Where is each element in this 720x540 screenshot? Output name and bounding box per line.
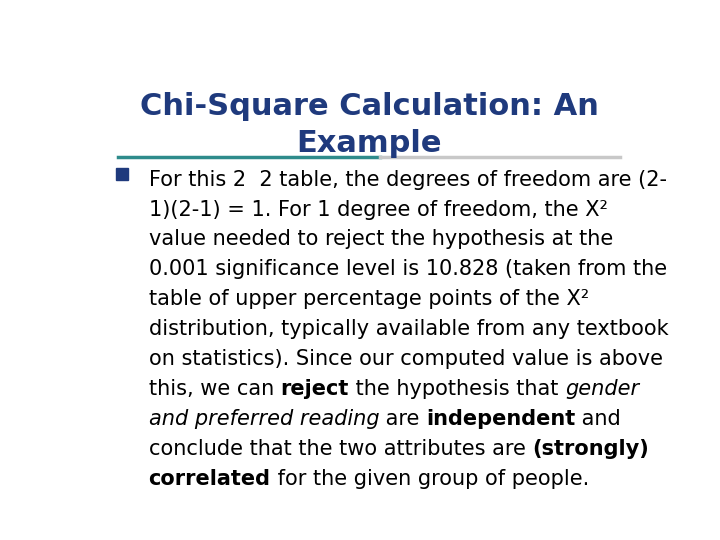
Text: conclude that the two attributes are: conclude that the two attributes are xyxy=(148,439,532,459)
Text: reject: reject xyxy=(281,379,349,399)
Text: correlated: correlated xyxy=(148,469,271,489)
Text: (strongly): (strongly) xyxy=(532,439,649,459)
Text: this, we can: this, we can xyxy=(148,379,281,399)
Text: are: are xyxy=(379,409,426,429)
Text: distribution, typically available from any textbook: distribution, typically available from a… xyxy=(148,319,668,339)
Text: for the given group of people.: for the given group of people. xyxy=(271,469,589,489)
Text: and preferred reading: and preferred reading xyxy=(148,409,379,429)
Text: independent: independent xyxy=(426,409,575,429)
Text: the hypothesis that: the hypothesis that xyxy=(349,379,565,399)
Text: gender: gender xyxy=(565,379,639,399)
Text: table of upper percentage points of the X²: table of upper percentage points of the … xyxy=(148,289,589,309)
Text: Example: Example xyxy=(296,129,442,158)
Text: 1)(2-1) = 1. For 1 degree of freedom, the X²: 1)(2-1) = 1. For 1 degree of freedom, th… xyxy=(148,199,608,220)
Text: Chi-Square Calculation: An: Chi-Square Calculation: An xyxy=(140,92,598,121)
Text: 0.001 significance level is 10.828 (taken from the: 0.001 significance level is 10.828 (take… xyxy=(148,259,667,279)
Text: value needed to reject the hypothesis at the: value needed to reject the hypothesis at… xyxy=(148,230,613,249)
Text: and: and xyxy=(575,409,621,429)
Text: For this 2  2 table, the degrees of freedom are (2-: For this 2 2 table, the degrees of freed… xyxy=(148,170,667,190)
Text: on statistics). Since our computed value is above: on statistics). Since our computed value… xyxy=(148,349,662,369)
